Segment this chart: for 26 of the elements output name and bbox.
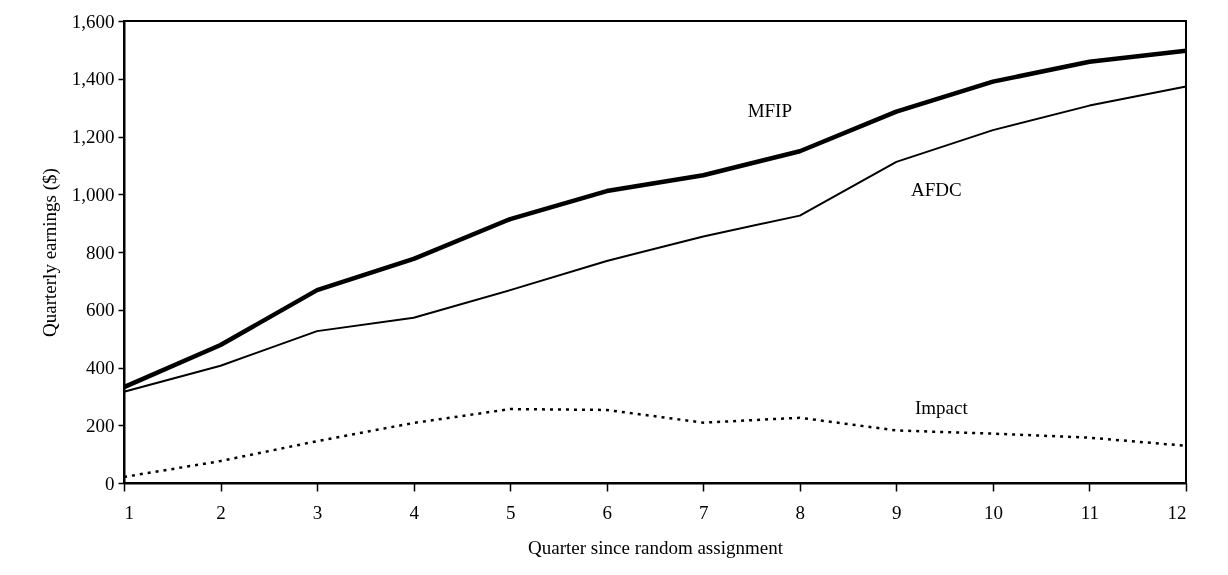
series-label: AFDC <box>911 178 962 200</box>
y-tick-label: 200 <box>86 414 115 436</box>
x-tick-label: 9 <box>892 501 902 523</box>
x-tick-label: 4 <box>409 501 420 523</box>
x-tick-label: 5 <box>505 501 516 523</box>
x-tick-label: 3 <box>312 501 323 523</box>
series-label: Impact <box>914 397 969 419</box>
x-tick-label: 10 <box>983 501 1003 523</box>
x-tick-label: 2 <box>216 501 226 523</box>
y-axis-title: Quarterly earnings ($) <box>38 168 61 337</box>
y-tick-label: 600 <box>86 299 115 321</box>
y-tick-label: 1,600 <box>71 10 115 32</box>
y-tick-label: 800 <box>86 241 115 263</box>
y-tick-label: 1,400 <box>71 68 115 90</box>
y-tick-label: 400 <box>86 357 115 378</box>
x-tick-label: 11 <box>1080 501 1100 523</box>
x-axis-title: Quarter since random assignment <box>528 536 784 558</box>
y-tick-label: 0 <box>105 472 115 494</box>
y-tick-label: 1,200 <box>71 126 115 147</box>
x-tick-label: 12 <box>1167 501 1187 523</box>
x-tick-label: 7 <box>699 501 709 523</box>
x-tick-label: 1 <box>124 501 134 523</box>
x-tick-label: 8 <box>795 501 806 523</box>
x-tick-label: 6 <box>602 501 612 523</box>
y-tick-label: 1,000 <box>71 183 115 205</box>
series-label: MFIP <box>747 100 792 122</box>
